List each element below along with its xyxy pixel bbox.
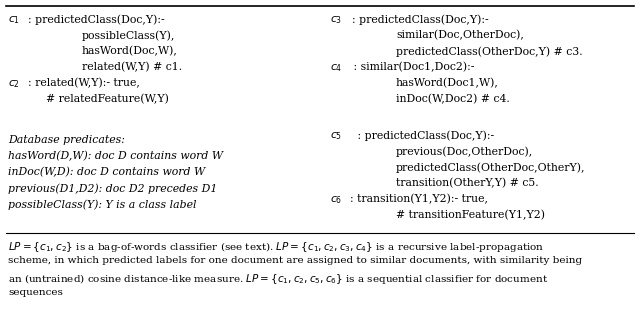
Text: inDoc(W,Doc2) # c4.: inDoc(W,Doc2) # c4. xyxy=(396,94,509,104)
Text: related(W,Y) # c1.: related(W,Y) # c1. xyxy=(82,62,182,72)
Text: : similar(Doc1,Doc2):-: : similar(Doc1,Doc2):- xyxy=(350,62,474,72)
Text: $c_6$: $c_6$ xyxy=(330,194,342,206)
Text: : related(W,Y):- true,: : related(W,Y):- true, xyxy=(28,78,140,88)
Text: Database predicates:: Database predicates: xyxy=(8,135,125,145)
Text: previous(Doc,OtherDoc),: previous(Doc,OtherDoc), xyxy=(396,146,533,157)
Text: $c_3$: $c_3$ xyxy=(330,14,342,26)
Text: : predictedClass(Doc,Y):-: : predictedClass(Doc,Y):- xyxy=(354,130,494,140)
Text: predictedClass(OtherDoc,Y) # c3.: predictedClass(OtherDoc,Y) # c3. xyxy=(396,46,582,56)
Text: previous(D1,D2): doc D2 precedes D1: previous(D1,D2): doc D2 precedes D1 xyxy=(8,183,217,193)
Text: sequences: sequences xyxy=(8,288,63,297)
Text: $LP = \{c_1, c_2\}$ is a bag-of-words classifier (see text). $LP = \{c_1, c_2, c: $LP = \{c_1, c_2\}$ is a bag-of-words cl… xyxy=(8,240,545,254)
Text: # transitionFeature(Y1,Y2): # transitionFeature(Y1,Y2) xyxy=(396,210,545,220)
Text: : predictedClass(Doc,Y):-: : predictedClass(Doc,Y):- xyxy=(28,14,164,24)
Text: inDoc(W,D): doc D contains word W: inDoc(W,D): doc D contains word W xyxy=(8,167,205,177)
Text: predictedClass(OtherDoc,OtherY),: predictedClass(OtherDoc,OtherY), xyxy=(396,162,586,173)
Text: scheme, in which predicted labels for one document are assigned to similar docum: scheme, in which predicted labels for on… xyxy=(8,256,582,265)
Text: hasWord(Doc1,W),: hasWord(Doc1,W), xyxy=(396,78,499,88)
Text: $c_4$: $c_4$ xyxy=(330,62,342,74)
Text: $c_1$: $c_1$ xyxy=(8,14,20,26)
Text: $c_2$: $c_2$ xyxy=(8,78,20,90)
Text: : transition(Y1,Y2):- true,: : transition(Y1,Y2):- true, xyxy=(350,194,488,204)
Text: $c_5$: $c_5$ xyxy=(330,130,342,142)
Text: : predictedClass(Doc,Y):-: : predictedClass(Doc,Y):- xyxy=(352,14,488,24)
Text: possibleClass(Y): Y is a class label: possibleClass(Y): Y is a class label xyxy=(8,199,196,210)
Text: # relatedFeature(W,Y): # relatedFeature(W,Y) xyxy=(46,94,169,104)
Text: hasWord(D,W): doc D contains word W: hasWord(D,W): doc D contains word W xyxy=(8,151,223,161)
Text: an (untrained) cosine distance-like measure. $LP = \{c_1, c_2, c_5, c_6\}$ is a : an (untrained) cosine distance-like meas… xyxy=(8,272,548,286)
Text: possibleClass(Y),: possibleClass(Y), xyxy=(82,30,175,41)
Text: transition(OtherY,Y) # c5.: transition(OtherY,Y) # c5. xyxy=(396,178,539,188)
Text: similar(Doc,OtherDoc),: similar(Doc,OtherDoc), xyxy=(396,30,524,40)
Text: hasWord(Doc,W),: hasWord(Doc,W), xyxy=(82,46,178,56)
